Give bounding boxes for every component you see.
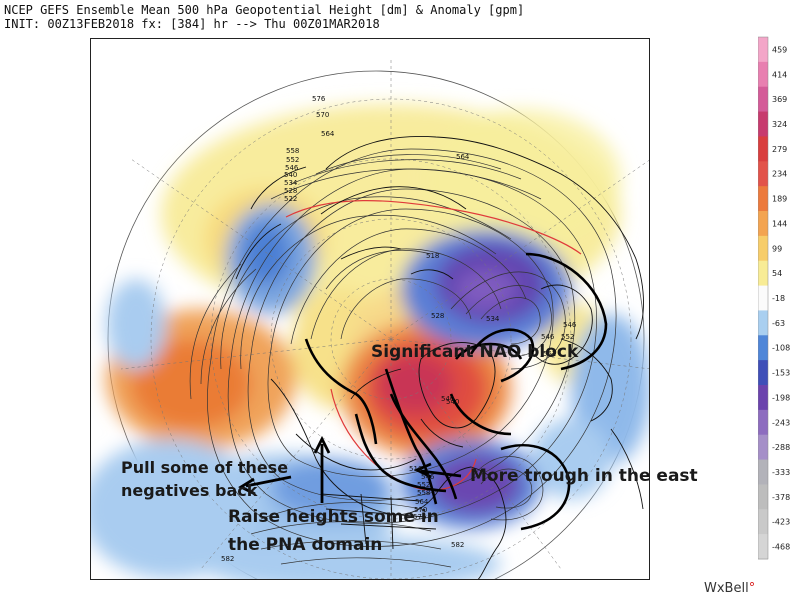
colorbar-swatch bbox=[758, 235, 768, 262]
brand-dot: ° bbox=[748, 581, 756, 596]
contour-label: 576 bbox=[312, 95, 326, 103]
colorbar-tick-label: -468 bbox=[772, 543, 790, 552]
contour-label: 540 bbox=[441, 395, 454, 403]
contour-label: 546 bbox=[541, 333, 555, 341]
colorbar-tick-label: -18 bbox=[772, 294, 785, 303]
contour-label: 540 bbox=[284, 171, 297, 179]
contour-label: 576 bbox=[413, 513, 427, 521]
colorbar-swatch bbox=[758, 534, 768, 560]
contour-label: 528 bbox=[284, 187, 297, 195]
contour-label: 564 bbox=[321, 130, 335, 138]
annotation-pna-heights-line1: Raise heights some in bbox=[228, 507, 439, 527]
anomaly-shading bbox=[91, 104, 649, 579]
colorbar-tick-label: -333 bbox=[772, 468, 790, 477]
trough-axes bbox=[304, 252, 608, 531]
graticule bbox=[120, 59, 649, 579]
contour-label: 552 bbox=[543, 350, 556, 358]
annotation-east-trough: More trough in the east bbox=[470, 466, 698, 486]
colorbar-tick-label: -378 bbox=[772, 493, 790, 502]
colorbar-tick-label: 459 bbox=[772, 45, 787, 54]
colorbar-tick-label: -153 bbox=[772, 369, 790, 378]
colorbar-tick-label: 99 bbox=[772, 244, 782, 253]
colorbar-tick-label: 279 bbox=[772, 145, 787, 154]
contour-label: 552 bbox=[286, 156, 299, 164]
annotation-pull-negatives-line2: negatives back bbox=[121, 481, 258, 500]
colorbar-swatch bbox=[758, 136, 768, 162]
colorbar-swatch bbox=[758, 484, 768, 510]
contour-label: 540 bbox=[446, 398, 459, 406]
colorbar-tick-label: 369 bbox=[772, 95, 787, 104]
contour-label: 564 bbox=[456, 153, 470, 161]
contour-label: 552 bbox=[417, 481, 430, 489]
header-line-title: NCEP GEFS Ensemble Mean 500 hPa Geopoten… bbox=[4, 3, 525, 17]
colorbar-swatch bbox=[758, 509, 768, 535]
colorbar-tick-label: 54 bbox=[772, 269, 782, 278]
contour-label: 570 bbox=[414, 506, 427, 514]
colorbar-swatch bbox=[758, 310, 768, 336]
colorbar-border bbox=[758, 36, 769, 560]
wxbell-logo: WxBell° bbox=[704, 581, 755, 596]
colorbar-swatch bbox=[758, 285, 768, 311]
contour-label: 546 bbox=[563, 321, 577, 329]
colorbar-tick-label: 324 bbox=[772, 120, 787, 129]
header-line-init: INIT: 00Z13FEB2018 fx: [384] hr --> Thu … bbox=[4, 17, 380, 31]
colorbar-swatch bbox=[758, 434, 768, 461]
colorbar-tick-label: 414 bbox=[772, 70, 787, 79]
contour-label: 546 bbox=[421, 473, 435, 481]
contour-label: 518 bbox=[426, 252, 439, 260]
colorbar-tick-label: -63 bbox=[772, 319, 785, 328]
annotation-nao-block: Significant NAO block bbox=[371, 342, 579, 362]
colorbar-swatch bbox=[758, 459, 768, 485]
height-contours bbox=[189, 148, 617, 568]
colorbar-swatch bbox=[758, 360, 768, 386]
contour-label: 522 bbox=[284, 195, 297, 203]
contour-label: 582 bbox=[221, 555, 234, 563]
contour-label: 558 bbox=[286, 147, 299, 155]
colorbar-tick-label: -288 bbox=[772, 443, 790, 452]
colorbar-swatch bbox=[758, 161, 768, 187]
colorbar-tick-label: -423 bbox=[772, 518, 790, 527]
colorbar-swatch bbox=[758, 260, 768, 287]
colorbar-tick-label: -243 bbox=[772, 418, 790, 427]
contour-label: 558 bbox=[417, 489, 430, 497]
colorbar-tick-label: 234 bbox=[772, 170, 787, 179]
contour-label: 534 bbox=[284, 179, 298, 187]
contour-label: 546 bbox=[285, 164, 299, 172]
colorbar-tick-label: 144 bbox=[772, 219, 787, 228]
colorbar-swatch bbox=[758, 37, 768, 63]
polar-stereographic-map: 576 570 564 558 552 546 540 534 528 522 … bbox=[90, 38, 650, 580]
colorbar-swatch bbox=[758, 61, 768, 88]
contour-label: 582 bbox=[451, 541, 464, 549]
contour-labels: 576 570 564 558 552 546 540 534 528 522 … bbox=[221, 95, 577, 563]
colorbar-swatch bbox=[758, 335, 768, 361]
contour-label: 534 bbox=[486, 315, 500, 323]
colorbar-swatch bbox=[758, 409, 768, 436]
annotation-pull-negatives-line1: Pull some of these bbox=[121, 458, 289, 477]
contour-label: 516 bbox=[409, 465, 423, 473]
brand-name: WxBell bbox=[704, 581, 749, 596]
annotation-pna-heights-line2: the PNA domain bbox=[228, 535, 383, 555]
contour-label: 564 bbox=[415, 498, 429, 506]
contour-label: 570 bbox=[316, 111, 329, 119]
colorbar-swatch bbox=[758, 86, 768, 113]
coastlines bbox=[235, 136, 644, 579]
anomaly-colorbar: 459 414 369 324 279 234 189 144 99 54 -18 -63 -108 -1… bbox=[758, 36, 790, 560]
colorbar-swatch bbox=[758, 385, 768, 411]
colorbar-swatch bbox=[758, 211, 768, 237]
colorbar-swatch bbox=[758, 186, 768, 212]
annotation-arrows bbox=[238, 435, 462, 503]
colorbar-tick-label: -108 bbox=[772, 344, 790, 353]
contour-label: 528 bbox=[431, 312, 444, 320]
colorbar-swatch bbox=[758, 111, 768, 137]
map-canvas: 576 570 564 558 552 546 540 534 528 522 … bbox=[91, 59, 649, 579]
colorbar-tick-label: -198 bbox=[772, 393, 790, 402]
contour-label: 552 bbox=[561, 333, 574, 341]
colorbar-tick-label: 189 bbox=[772, 195, 787, 204]
